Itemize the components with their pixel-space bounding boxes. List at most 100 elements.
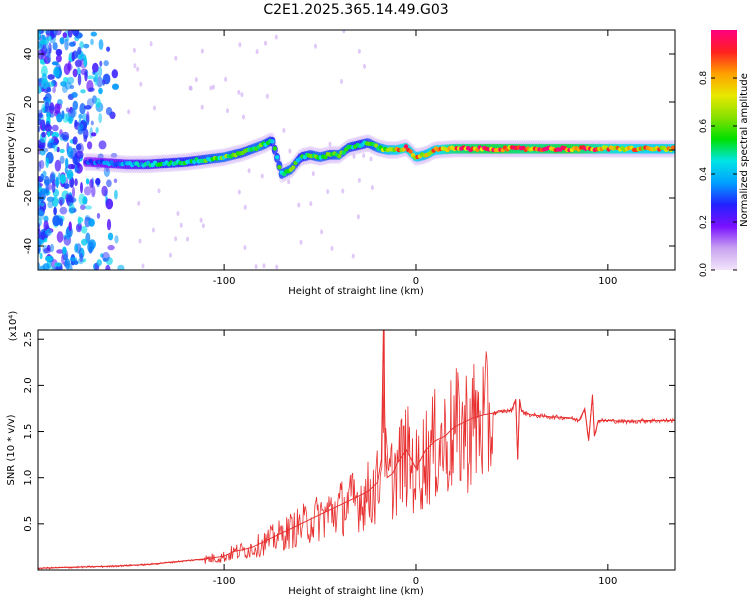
noise-speckle xyxy=(320,229,324,235)
spectrogram-x-axis-label: Height of straight line (km) xyxy=(288,286,424,297)
colorbar-tick-label: 0.4 xyxy=(699,167,709,182)
noise-speckle xyxy=(326,189,330,195)
noise-speckle xyxy=(370,185,374,191)
snr-y-multiplier: (x10⁴) xyxy=(8,311,19,342)
noise-speckle xyxy=(105,257,113,265)
noise-speckle xyxy=(105,264,111,270)
noise-speckle xyxy=(68,202,75,215)
noise-speckle xyxy=(45,186,49,197)
colorbar-axis: 0.0 0.2 0.4 0.6 0.8 xyxy=(699,71,737,277)
noise-speckle xyxy=(59,148,65,154)
noise-speckle xyxy=(40,202,45,207)
noise-speckle xyxy=(75,150,84,159)
noise-speckle xyxy=(138,238,142,244)
noise-speckle xyxy=(209,85,213,91)
noise-speckle xyxy=(51,61,59,66)
noise-speckle xyxy=(81,238,88,246)
noise-speckle xyxy=(65,157,69,169)
noise-speckle xyxy=(47,74,55,80)
noise-speckle xyxy=(287,179,291,185)
ridge-core xyxy=(401,147,406,152)
noise-speckle xyxy=(262,263,266,269)
noise-speckle xyxy=(44,237,48,243)
noise-speckle xyxy=(39,252,43,260)
noise-speckle xyxy=(84,71,88,82)
noise-speckle xyxy=(79,41,84,49)
y-tick-label: 1.5 xyxy=(23,424,34,440)
noise-speckle xyxy=(68,115,75,122)
colorbar-tick-label: 0.2 xyxy=(699,215,709,229)
noise-speckle xyxy=(56,249,64,254)
noise-speckle xyxy=(330,245,334,251)
noise-speckle xyxy=(64,166,68,175)
noise-speckle xyxy=(255,49,259,55)
noise-speckle xyxy=(137,200,141,206)
ridge-core xyxy=(408,149,413,154)
noise-speckle xyxy=(38,228,41,235)
noise-speckle xyxy=(48,138,55,143)
ridge-core xyxy=(403,144,409,149)
noise-speckle xyxy=(243,245,247,251)
noise-speckle xyxy=(88,87,95,92)
noise-speckle xyxy=(41,103,46,113)
noise-speckle xyxy=(369,156,373,162)
noise-speckle xyxy=(362,153,366,159)
noise-speckle xyxy=(72,136,78,145)
colorbar-tick-label: 0.8 xyxy=(699,71,709,86)
noise-speckle xyxy=(260,173,264,179)
noise-speckle xyxy=(113,178,118,184)
noise-speckle xyxy=(243,204,247,210)
noise-speckle xyxy=(73,260,79,265)
noise-speckle xyxy=(98,140,107,150)
noise-speckle xyxy=(97,66,103,77)
noise-speckle xyxy=(98,112,103,124)
noise-speckle xyxy=(79,252,84,263)
noise-speckle xyxy=(340,79,343,84)
noise-speckle xyxy=(106,218,112,231)
noise-speckle xyxy=(45,157,49,169)
noise-speckle xyxy=(240,92,244,98)
noise-speckle xyxy=(176,211,180,216)
noise-speckle xyxy=(44,48,49,53)
noise-speckle xyxy=(67,262,73,270)
noise-speckle xyxy=(110,153,118,158)
noise-speckle xyxy=(149,41,153,47)
noise-speckle xyxy=(153,105,156,111)
noise-speckle xyxy=(169,252,172,258)
noise-speckle xyxy=(80,89,86,94)
noise-speckle xyxy=(103,60,109,67)
noise-speckle xyxy=(77,216,82,226)
noise-speckle xyxy=(56,113,63,123)
noise-speckle xyxy=(40,173,45,182)
ridge-core xyxy=(291,165,296,170)
noise-speckle xyxy=(226,108,229,114)
noise-speckle xyxy=(264,40,267,46)
noise-speckle xyxy=(136,66,140,72)
noise-speckle xyxy=(64,38,69,51)
noise-speckle xyxy=(63,253,68,261)
noise-speckle xyxy=(299,239,303,245)
noise-speckle xyxy=(59,199,63,207)
noise-speckle xyxy=(72,186,75,199)
noise-speckle xyxy=(52,87,56,93)
noise-speckle xyxy=(54,30,62,36)
noise-speckle xyxy=(89,179,94,189)
snr-frame xyxy=(37,329,676,571)
noise-speckle xyxy=(238,42,242,48)
snr-panel: -100 0 100 0.5 1.0 1.5 2.0 2.5 Height of straig… xyxy=(6,311,676,597)
noise-speckle xyxy=(351,253,355,259)
noise-speckle xyxy=(133,63,137,69)
noise-speckle xyxy=(352,153,356,159)
noise-speckle xyxy=(87,141,93,150)
noise-speckle xyxy=(55,54,62,63)
noise-speckle xyxy=(47,51,51,64)
noise-speckle xyxy=(95,127,99,134)
noise-speckle xyxy=(46,87,52,93)
noise-speckle xyxy=(157,188,161,194)
noise-speckle xyxy=(67,30,73,38)
noise-speckle xyxy=(44,30,51,34)
noise-speckle xyxy=(90,38,94,46)
noise-speckle xyxy=(53,206,57,216)
noise-speckle xyxy=(41,131,46,138)
noise-speckle xyxy=(38,160,42,172)
